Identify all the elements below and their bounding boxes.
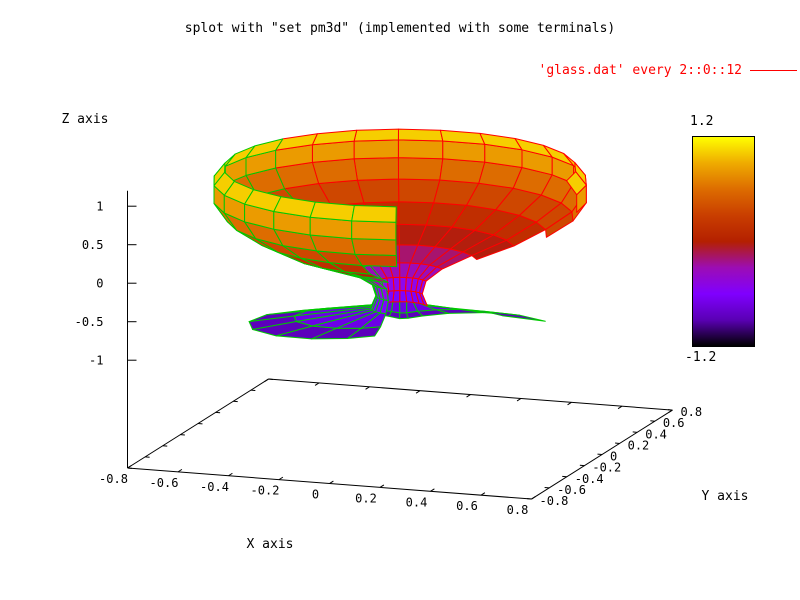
pm3d-quad — [399, 312, 409, 320]
x-tick — [480, 492, 486, 496]
x-tick — [430, 488, 435, 492]
x-tick-mirror — [415, 390, 421, 394]
x-tick — [278, 476, 284, 481]
tick-label: -0.2 — [251, 484, 280, 498]
x-tick — [329, 480, 334, 484]
tick-label: 0 — [96, 277, 103, 291]
pm3d-quad — [397, 128, 444, 142]
tick-label: 0.2 — [628, 438, 650, 452]
pm3d-quad — [309, 201, 355, 222]
x-tick-mirror — [617, 405, 623, 410]
tick-label: -0.6 — [150, 476, 179, 490]
x-axis-label: X axis — [246, 537, 294, 552]
pm3d-quad — [353, 128, 399, 142]
pm3d-quad — [439, 158, 486, 184]
tick-label: 0.6 — [456, 499, 478, 513]
colorbar-max-label: 1.2 — [690, 114, 714, 129]
tick-label: 0.2 — [355, 491, 377, 505]
x-tick — [531, 496, 536, 500]
tick-label: -0.2 — [592, 461, 621, 475]
pm3d-quad — [397, 157, 444, 181]
pm3d-quad — [397, 139, 444, 160]
colorbar-gradient — [692, 136, 755, 347]
tick-label: -0.6 — [557, 483, 586, 497]
tick-label: -0.4 — [200, 480, 229, 494]
tick-label: -0.8 — [99, 472, 128, 486]
pm3d-quad — [353, 139, 399, 160]
pm3d-quad — [351, 220, 397, 241]
x-tick-mirror — [466, 394, 471, 398]
pm3d-quad — [356, 178, 400, 204]
tick-label: 0.4 — [406, 495, 428, 509]
legend-label: 'glass.dat' every 2::0::12 — [538, 63, 743, 78]
x-tick — [177, 468, 183, 473]
tick-label: 0.4 — [645, 427, 667, 441]
tick-label: -0.8 — [540, 494, 569, 508]
x-tick — [379, 484, 385, 488]
tick-label: -1 — [89, 354, 103, 368]
tick-label: -0.4 — [575, 472, 604, 486]
pm3d-quad — [353, 157, 399, 181]
legend-line-sample — [750, 70, 797, 71]
tick-label: 0 — [610, 450, 617, 464]
pm3d-quad — [566, 171, 587, 196]
pm3d-quad — [399, 301, 408, 314]
glass-surface — [213, 128, 587, 340]
pm3d-quad — [311, 158, 358, 184]
pm3d-quad — [351, 238, 397, 256]
tick-label: 0.8 — [680, 405, 702, 419]
pm3d-quad — [398, 178, 441, 204]
tick-label: -0.5 — [75, 315, 104, 329]
x-tick-mirror — [516, 398, 522, 402]
pm3d-quad — [351, 205, 397, 223]
x-tick — [228, 472, 233, 477]
x-tick-mirror — [314, 382, 320, 386]
pm3d-quad — [354, 253, 398, 268]
tick-labels: -0.8 -0.6 -0.4 -0.2 0 0.2 0.4 0.6 0.8-0.8-0.6-0.… — [75, 200, 703, 517]
z-axis-label: Z axis — [61, 112, 109, 127]
x-tick-mirror — [365, 386, 370, 390]
tick-label: 0.5 — [82, 238, 104, 252]
legend: 'glass.dat' every 2::0::12 — [538, 63, 797, 78]
plot-box-axes — [127, 190, 673, 500]
colorbar-min-label: -1.2 — [685, 350, 717, 365]
tick-label: 0.8 — [507, 503, 529, 517]
x-tick-mirror — [264, 378, 269, 382]
x-tick-mirror — [567, 401, 572, 406]
pm3d-quad — [391, 301, 401, 314]
pm3d-quad — [484, 310, 546, 322]
plot-title: splot with "set pm3d" (implemented with … — [184, 21, 616, 36]
tick-label: 0 — [312, 488, 319, 502]
tick-label: 1 — [96, 200, 103, 214]
y-axis-label: Y axis — [701, 489, 749, 504]
tick-label: 0.6 — [663, 416, 685, 430]
